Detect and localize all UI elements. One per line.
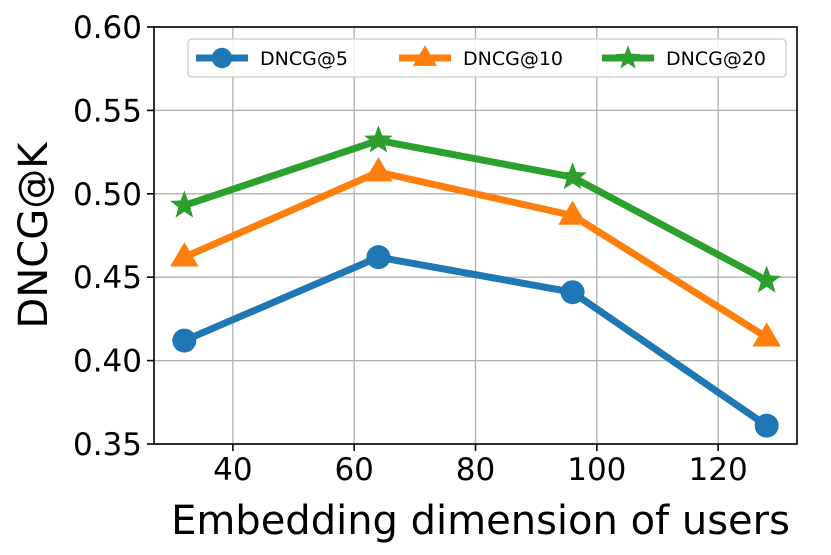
axis-ticks: 40 60 80 100 120 0.35 0.40 0.45 0.50 0.55 0.60 (73, 10, 748, 488)
x-tick-label: 100 (567, 452, 626, 488)
data-point-dncg-5 (561, 280, 585, 304)
legend-marker-dncg-5 (212, 48, 232, 68)
legend-label-dncg-5: DNCG@5 (260, 48, 348, 70)
x-tick-label: 40 (213, 452, 252, 488)
y-tick-label: 0.35 (73, 427, 142, 463)
y-tick-label: 0.50 (73, 177, 142, 213)
y-tick-label: 0.60 (73, 10, 142, 46)
y-axis-title: DNCG@K (11, 141, 57, 329)
data-point-dncg-10 (364, 157, 393, 181)
x-tick-label: 80 (456, 452, 495, 488)
data-point-dncg-5 (755, 414, 779, 438)
x-tick-label: 60 (334, 452, 373, 488)
legend-label-dncg-10: DNCG@10 (463, 48, 563, 70)
y-tick-label: 0.55 (73, 93, 142, 129)
legend: DNCG@5 DNCG@10 DNCG@20 (188, 39, 786, 77)
line-chart: 40 60 80 100 120 0.35 0.40 0.45 0.50 0.55 0.60 DNC… (0, 0, 831, 555)
data-point-dncg-5 (172, 329, 196, 353)
data-point-dncg-20 (752, 266, 781, 293)
x-tick-label: 120 (689, 452, 748, 488)
y-tick-label: 0.45 (73, 260, 142, 296)
data-point-dncg-20 (364, 125, 393, 152)
data-point-dncg-20 (170, 190, 199, 217)
legend-label-dncg-20: DNCG@20 (666, 48, 766, 70)
data-point-dncg-5 (366, 245, 390, 269)
y-tick-label: 0.40 (73, 344, 142, 380)
x-axis-title: Embedding dimension of users (171, 498, 790, 544)
